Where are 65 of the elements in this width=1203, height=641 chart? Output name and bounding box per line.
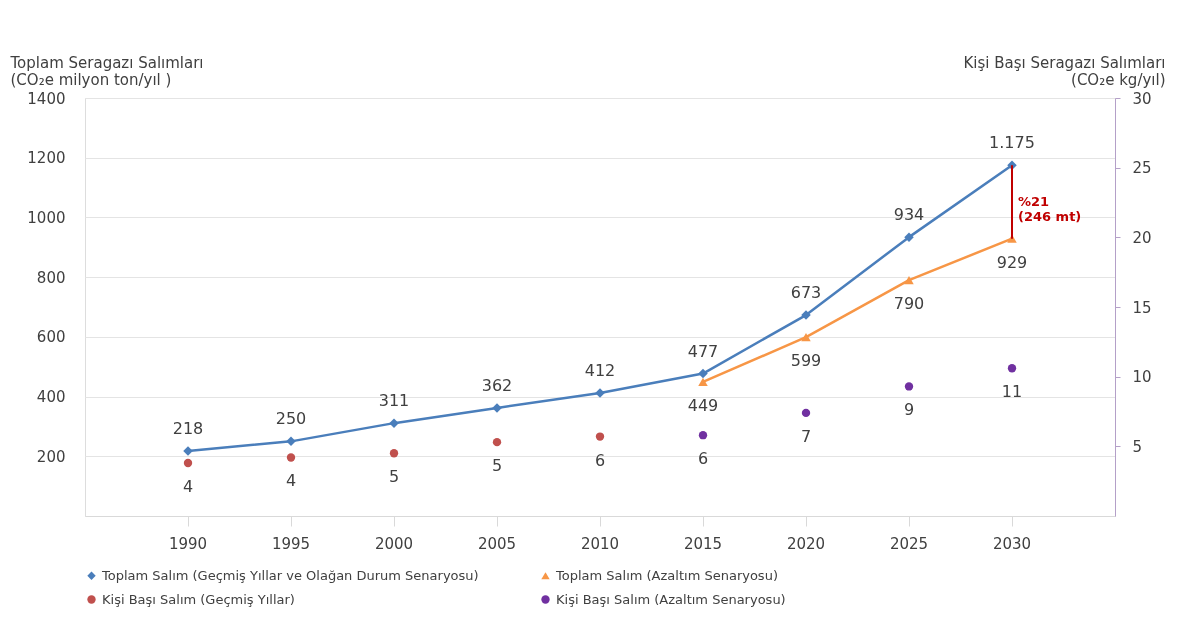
y2-tick-label: 25 — [1132, 159, 1152, 178]
data-label: 9 — [903, 400, 915, 420]
y-tick-label: 400 — [36, 388, 66, 407]
data-label: 929 — [996, 252, 1028, 272]
data-label: 1.175 — [989, 133, 1035, 153]
data-label: 11 — [1001, 382, 1023, 402]
y-tick-label: 1000 — [27, 208, 66, 227]
point — [389, 449, 399, 458]
data-label: 311 — [378, 391, 410, 411]
x-tick-label: 2020 — [786, 534, 826, 553]
y2-tick-label: 5 — [1132, 437, 1143, 456]
y2-tick-label: 10 — [1132, 368, 1152, 387]
data-label: 7 — [800, 426, 812, 446]
legend-label: Toplam Salım (Geçmiş Yıllar ve Olağan Durum Senaryosu) — [101, 567, 479, 583]
y-tick-label: 1200 — [27, 149, 66, 168]
y-tick-label: 800 — [36, 268, 66, 287]
annotation: %21 (246 mt) — [1018, 193, 1082, 224]
legend-label: Kişi Başı Salım (Geçmiş Yıllar) — [102, 591, 295, 607]
point — [698, 377, 708, 387]
legend-label: Toplam Salım (Azaltım Senaryosu) — [555, 567, 778, 583]
point — [286, 436, 296, 447]
point — [801, 408, 811, 418]
data-label: 218 — [172, 418, 204, 438]
point — [904, 276, 914, 285]
data-label: 790 — [893, 294, 925, 314]
y2-tick-label: 20 — [1132, 228, 1152, 247]
data-label: 5 — [388, 467, 400, 487]
data-label: 934 — [893, 205, 925, 225]
y-tick-label: 600 — [36, 328, 66, 347]
x-tick-label: 2030 — [992, 534, 1032, 553]
point — [183, 458, 193, 468]
data-label: 4 — [285, 471, 297, 491]
point — [904, 382, 914, 391]
data-label: 6 — [697, 449, 709, 469]
y2-tick-label: 15 — [1132, 298, 1152, 317]
data-label: 412 — [584, 360, 616, 380]
point — [698, 368, 708, 379]
point — [801, 333, 811, 342]
y2-axis-title: Kişi Başı Seragazı Salımları (CO₂e kg/yıl) — [963, 53, 1166, 89]
x-tick-label: 1990 — [168, 534, 208, 553]
point — [1007, 364, 1017, 373]
point — [492, 437, 502, 447]
data-label: 6 — [594, 450, 606, 470]
data-label: 362 — [481, 375, 513, 395]
y-axis-title: Toplam Seragazı Salımları (CO₂e milyon ton/yıl ) — [9, 53, 204, 89]
y2-tick-label: 30 — [1132, 89, 1152, 108]
x-tick-label: 1995 — [271, 534, 311, 553]
legend-label: Kişi Başı Salım (Azaltım Senaryosu) — [556, 591, 786, 607]
data-label: 673 — [790, 283, 822, 303]
x-tick-label: 2000 — [374, 534, 414, 553]
x-tick-label: 2010 — [580, 534, 620, 553]
data-label: 449 — [687, 395, 719, 415]
y-tick-label: 1400 — [27, 89, 66, 108]
x-tick-label: 2025 — [889, 534, 929, 553]
data-label: 599 — [790, 351, 822, 371]
point — [595, 432, 605, 441]
y-tick-label: 200 — [36, 447, 66, 466]
data-label: 4 — [182, 477, 194, 497]
x-tick-label: 2015 — [683, 534, 723, 553]
point — [286, 453, 296, 462]
data-label: 5 — [491, 456, 503, 476]
data-label: 250 — [275, 409, 307, 429]
point — [698, 431, 708, 440]
x-tick-label: 2005 — [477, 534, 517, 553]
data-label: 477 — [687, 341, 719, 361]
